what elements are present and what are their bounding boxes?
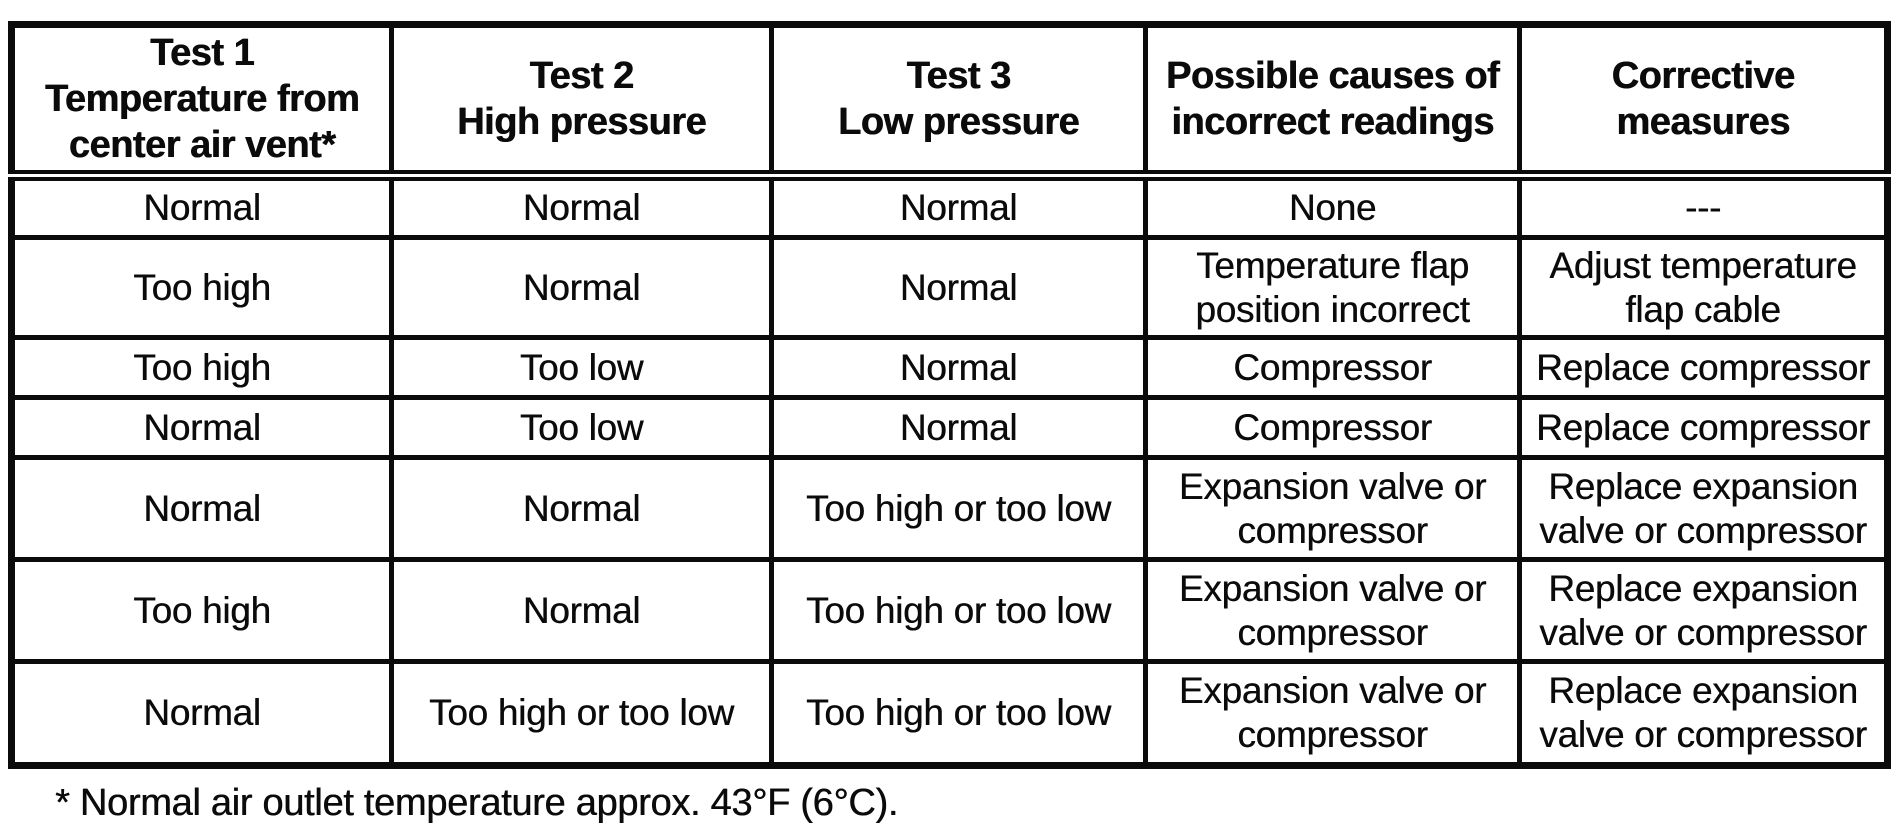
- footnote: * Normal air outlet temperature approx. …: [55, 782, 898, 824]
- table-cell: Normal: [389, 557, 774, 664]
- table-row: Normal Too high or too low Too high or t…: [9, 659, 1890, 768]
- table-cell: Replace expansion valve or compressor: [1517, 659, 1890, 768]
- table-cell: Normal: [769, 335, 1148, 400]
- table-row: Too high Normal Too high or too low Expa…: [9, 557, 1890, 664]
- table-cell: Normal: [9, 395, 394, 460]
- table-cell: Too low: [389, 395, 774, 460]
- table-cell: Normal: [769, 395, 1148, 460]
- column-header-test1-temperature: Test 1 Temperature from center air vent*: [9, 22, 394, 181]
- column-header-possible-causes: Possible causes of incorrect readings: [1143, 22, 1522, 181]
- table-cell: Too high: [9, 335, 394, 400]
- table-cell: Too low: [389, 335, 774, 400]
- table-row: Normal Normal Too high or too low Expans…: [9, 455, 1890, 562]
- table-cell: Too high: [9, 557, 394, 664]
- table-row: Normal Normal Normal None ---: [9, 173, 1890, 240]
- table-cell: Too high or too low: [769, 455, 1148, 562]
- table-row: Too high Normal Normal Temperature flap …: [9, 235, 1890, 340]
- table-cell: Replace expansion valve or compressor: [1517, 455, 1890, 562]
- column-header-test2-high-pressure: Test 2 High pressure: [389, 22, 774, 181]
- table-cell: Compressor: [1143, 335, 1522, 400]
- ac-diagnostic-table: Test 1 Temperature from center air vent*…: [8, 21, 1891, 769]
- table-cell: Normal: [9, 659, 394, 768]
- table-cell: Replace compressor: [1517, 335, 1890, 400]
- table-cell: ---: [1517, 173, 1890, 240]
- table-cell: Normal: [389, 235, 774, 340]
- table-cell: Expansion valve or compressor: [1143, 659, 1522, 768]
- table-cell: Adjust temperature flap cable: [1517, 235, 1890, 340]
- table-cell: Expansion valve or compressor: [1143, 455, 1522, 562]
- header-row: Test 1 Temperature from center air vent*…: [9, 22, 1890, 181]
- table-cell: Normal: [769, 173, 1148, 240]
- table-cell: Compressor: [1143, 395, 1522, 460]
- table-cell: Normal: [389, 455, 774, 562]
- table-cell: Normal: [9, 455, 394, 562]
- table-cell: Expansion valve or compressor: [1143, 557, 1522, 664]
- table-cell: Normal: [769, 235, 1148, 340]
- table-cell: Replace expansion valve or compressor: [1517, 557, 1890, 664]
- table-cell: Normal: [9, 173, 394, 240]
- table-row: Too high Too low Normal Compressor Repla…: [9, 335, 1890, 400]
- table-cell: Normal: [389, 173, 774, 240]
- table-cell: Too high: [9, 235, 394, 340]
- table-cell: Temperature flap position incorrect: [1143, 235, 1522, 340]
- table-cell: Too high or too low: [769, 659, 1148, 768]
- table-cell: Too high or too low: [769, 557, 1148, 664]
- table-cell: None: [1143, 173, 1522, 240]
- table-cell: Too high or too low: [389, 659, 774, 768]
- column-header-test3-low-pressure: Test 3 Low pressure: [769, 22, 1148, 181]
- column-header-corrective-measures: Corrective measures: [1517, 22, 1890, 181]
- table-row: Normal Too low Normal Compressor Replace…: [9, 395, 1890, 460]
- table-cell: Replace compressor: [1517, 395, 1890, 460]
